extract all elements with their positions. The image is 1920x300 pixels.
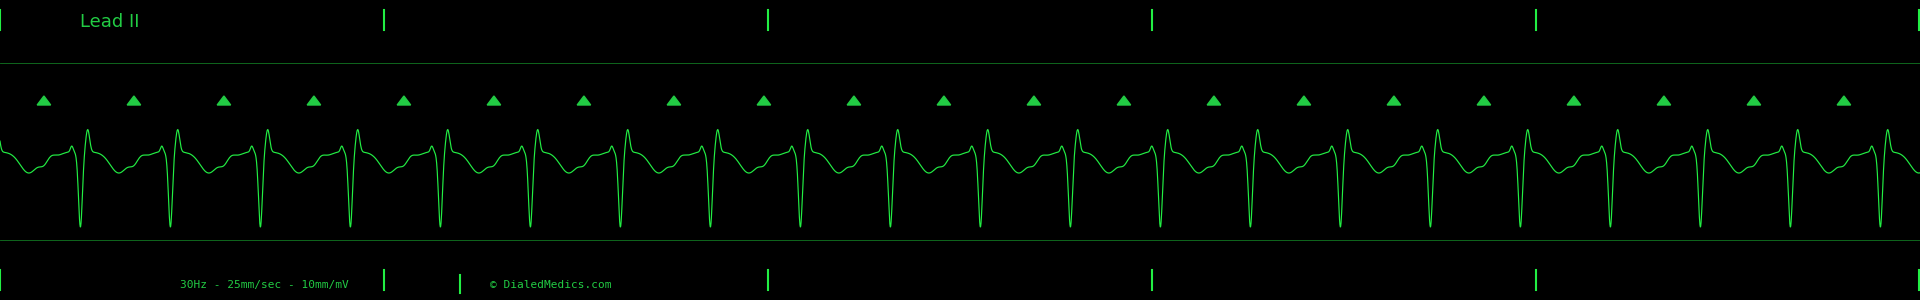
Polygon shape (1657, 96, 1670, 105)
Polygon shape (756, 96, 770, 105)
Polygon shape (1027, 96, 1041, 105)
Text: © DialedMedics.com: © DialedMedics.com (490, 280, 611, 290)
Polygon shape (127, 96, 140, 105)
Polygon shape (1567, 96, 1580, 105)
Polygon shape (847, 96, 860, 105)
Polygon shape (217, 96, 230, 105)
Polygon shape (578, 96, 591, 105)
Polygon shape (307, 96, 321, 105)
Polygon shape (1837, 96, 1851, 105)
Polygon shape (1117, 96, 1131, 105)
Text: 30Hz - 25mm/sec - 10mm/mV: 30Hz - 25mm/sec - 10mm/mV (180, 280, 349, 290)
Polygon shape (488, 96, 501, 105)
Polygon shape (666, 96, 682, 105)
Polygon shape (1386, 96, 1402, 105)
Polygon shape (36, 96, 50, 105)
Polygon shape (1298, 96, 1311, 105)
Polygon shape (1747, 96, 1761, 105)
Polygon shape (937, 96, 950, 105)
Text: Lead II: Lead II (81, 13, 140, 31)
Polygon shape (397, 96, 411, 105)
Polygon shape (1476, 96, 1490, 105)
Polygon shape (1208, 96, 1221, 105)
